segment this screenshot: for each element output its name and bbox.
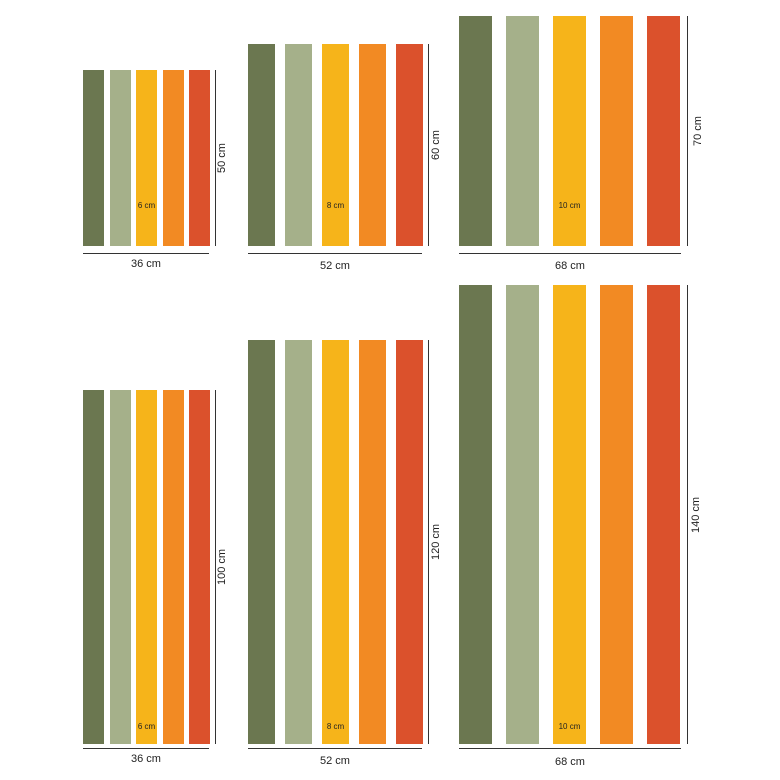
width-label: 36 cm bbox=[131, 753, 161, 765]
color-stripe bbox=[600, 16, 633, 246]
width-dimension-line bbox=[83, 253, 209, 254]
color-stripe bbox=[359, 340, 386, 744]
color-stripe bbox=[553, 16, 586, 246]
color-stripe bbox=[189, 390, 210, 744]
color-stripe bbox=[359, 44, 386, 246]
color-stripe bbox=[322, 44, 349, 246]
height-dimension-line bbox=[215, 70, 216, 246]
height-label: 70 cm bbox=[692, 116, 704, 146]
width-label: 52 cm bbox=[320, 260, 350, 272]
height-dimension-line bbox=[428, 44, 429, 246]
color-stripe bbox=[647, 16, 680, 246]
stripe-width-label: 8 cm bbox=[326, 722, 345, 731]
color-stripe bbox=[322, 340, 349, 744]
stripe-width-label: 10 cm bbox=[558, 201, 581, 210]
height-label: 50 cm bbox=[216, 143, 228, 173]
color-stripe bbox=[553, 285, 586, 744]
height-dimension-line bbox=[215, 390, 216, 744]
stripe-width-label: 6 cm bbox=[137, 722, 156, 731]
width-label: 68 cm bbox=[555, 756, 585, 768]
width-dimension-line bbox=[459, 253, 681, 254]
color-stripe bbox=[83, 390, 104, 744]
color-stripe bbox=[600, 285, 633, 744]
height-label: 140 cm bbox=[690, 496, 702, 533]
width-dimension-line bbox=[248, 253, 422, 254]
height-dimension-line bbox=[428, 340, 429, 744]
color-stripe bbox=[248, 340, 275, 744]
height-label: 100 cm bbox=[216, 548, 228, 586]
color-stripe bbox=[459, 285, 492, 744]
height-label: 120 cm bbox=[430, 523, 442, 561]
color-stripe bbox=[83, 70, 104, 246]
height-dimension-line bbox=[687, 16, 688, 246]
color-stripe bbox=[396, 44, 423, 246]
color-stripe bbox=[285, 340, 312, 744]
color-stripe bbox=[136, 390, 157, 744]
width-dimension-line bbox=[248, 748, 422, 749]
color-stripe bbox=[396, 340, 423, 744]
color-stripe bbox=[189, 70, 210, 246]
color-stripe bbox=[506, 285, 539, 744]
color-stripe bbox=[248, 44, 275, 246]
stripe-width-label: 6 cm bbox=[137, 201, 156, 210]
stripe-width-label: 10 cm bbox=[558, 722, 581, 731]
color-stripe bbox=[109, 70, 131, 246]
width-label: 68 cm bbox=[555, 260, 585, 272]
width-dimension-line bbox=[83, 748, 209, 749]
color-stripe bbox=[506, 16, 539, 246]
stripe-width-label: 8 cm bbox=[326, 201, 345, 210]
color-stripe bbox=[162, 390, 184, 744]
width-dimension-line bbox=[459, 748, 681, 749]
color-stripe bbox=[136, 70, 157, 246]
width-label: 52 cm bbox=[320, 755, 350, 767]
color-stripe bbox=[647, 285, 680, 744]
color-stripe bbox=[459, 16, 492, 246]
height-label: 60 cm bbox=[430, 130, 442, 160]
color-stripe bbox=[162, 70, 184, 246]
height-dimension-line bbox=[687, 285, 688, 744]
color-stripe bbox=[285, 44, 312, 246]
color-stripe bbox=[109, 390, 131, 744]
width-label: 36 cm bbox=[131, 258, 161, 270]
